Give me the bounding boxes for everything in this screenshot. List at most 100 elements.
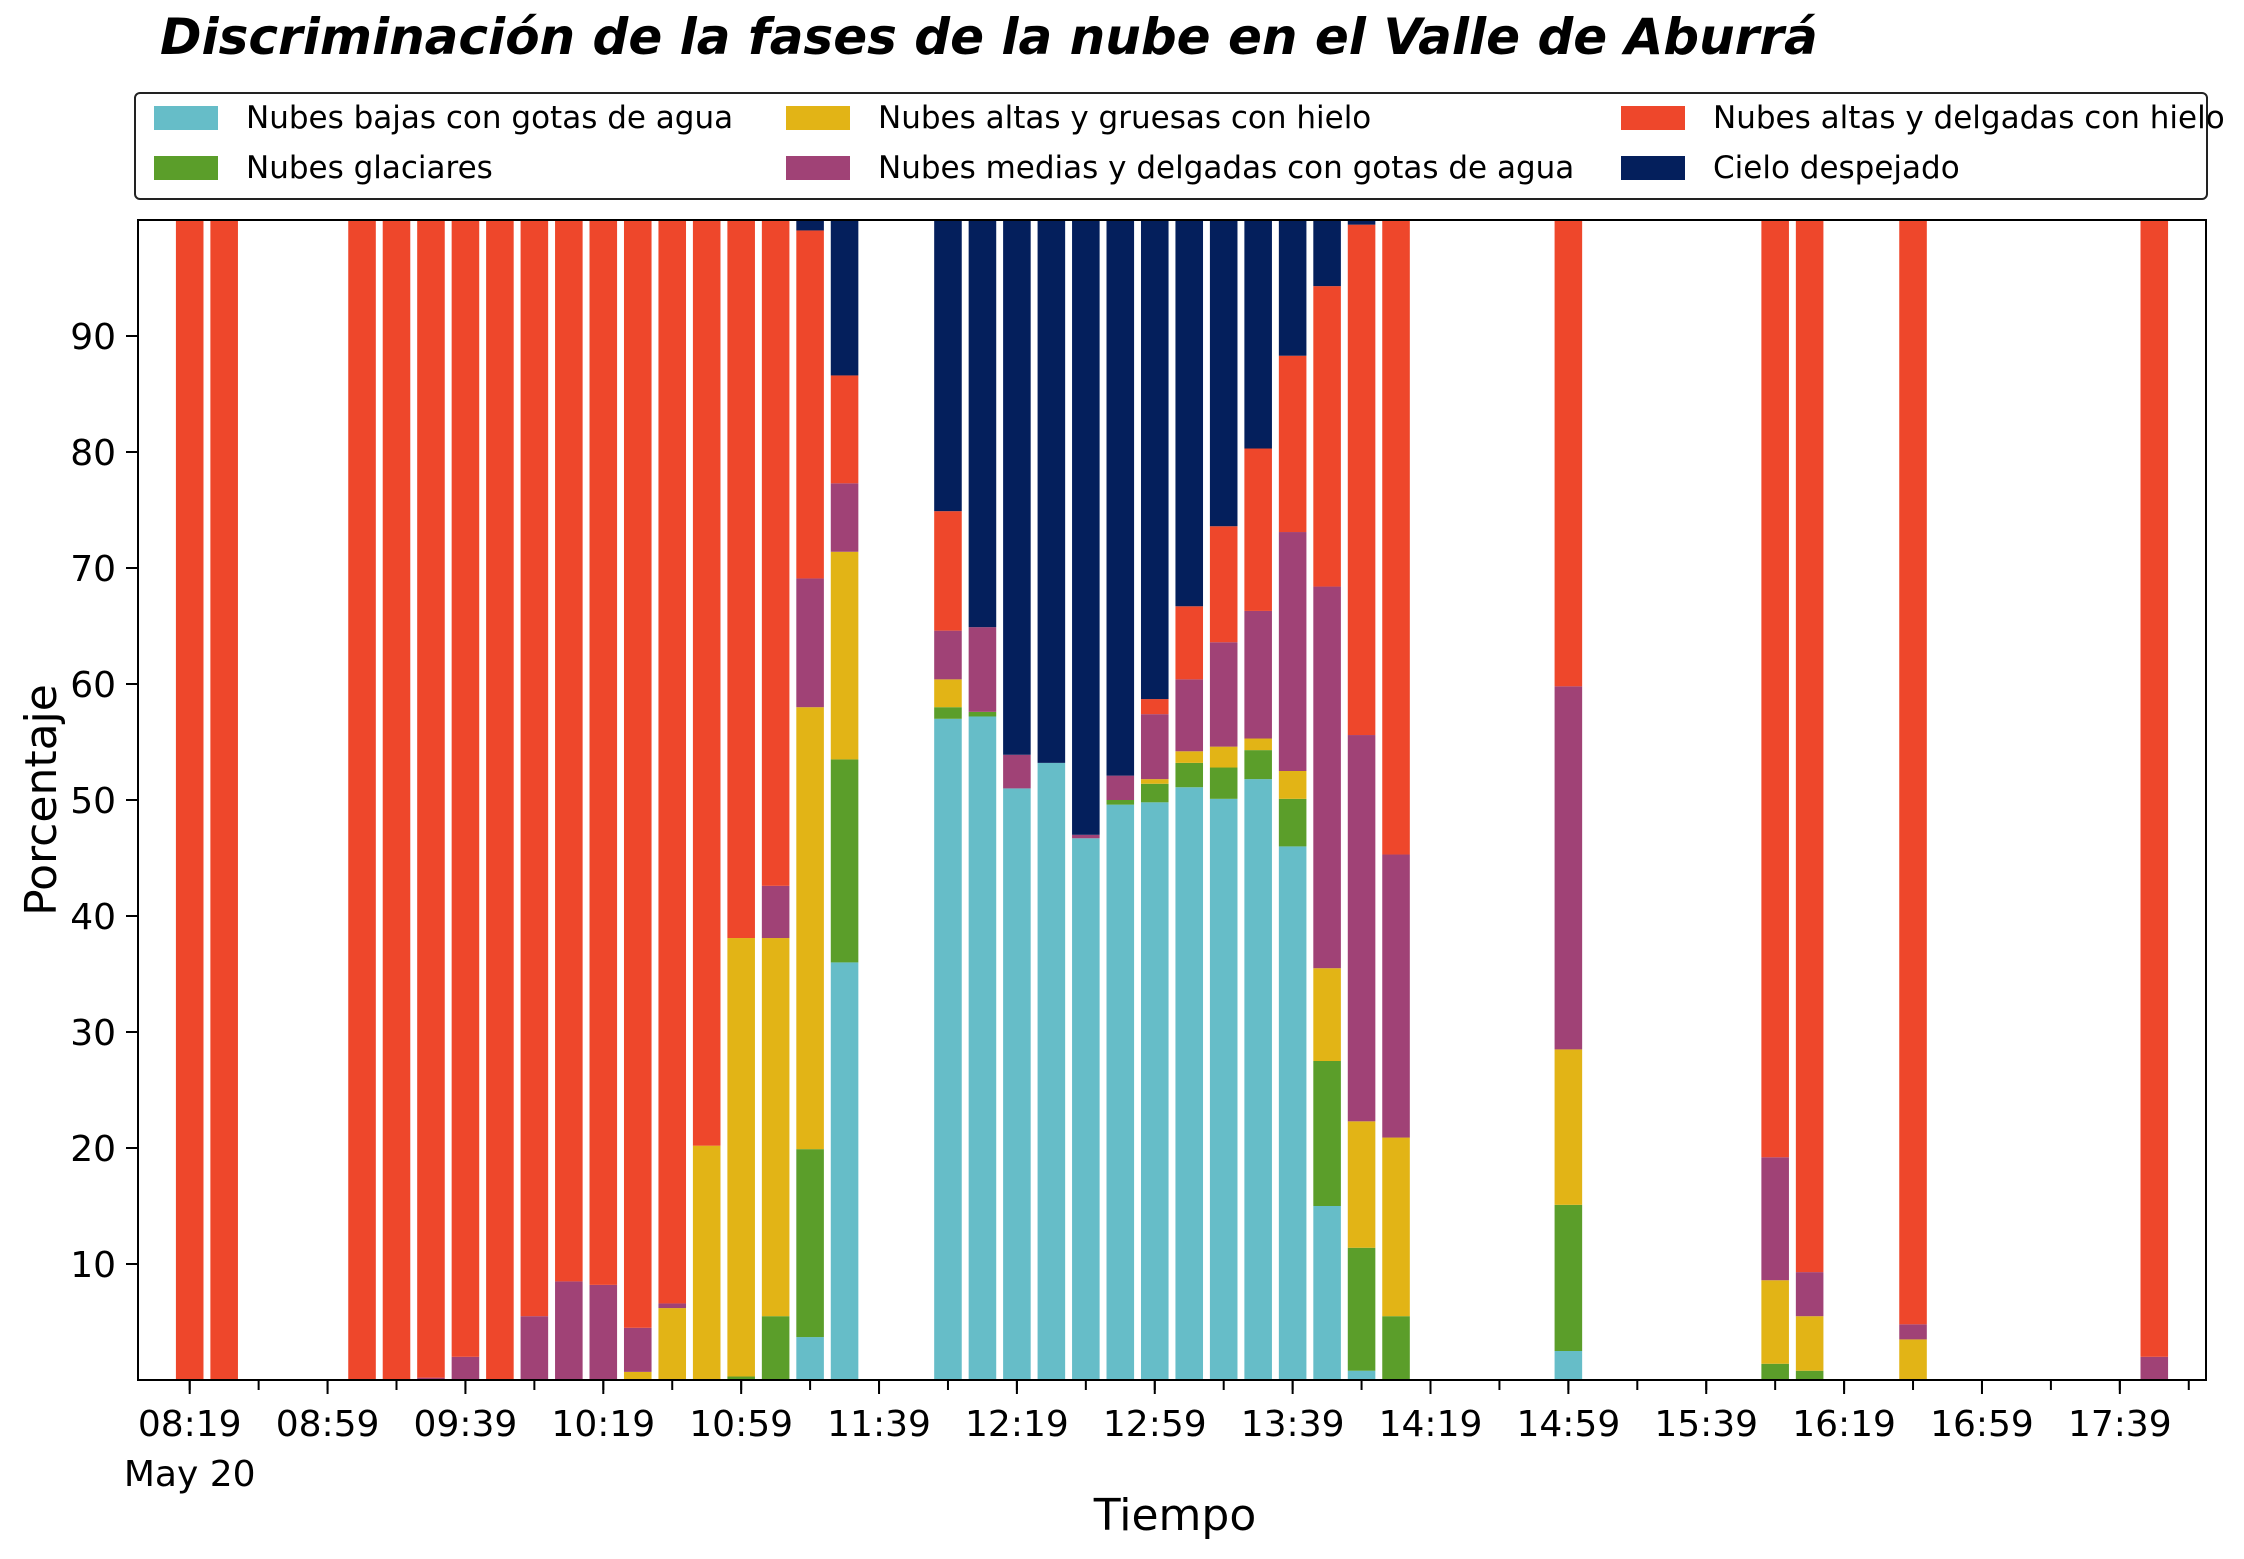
bar-segment [968, 627, 997, 712]
bar-segment [1175, 787, 1204, 1380]
bar-segment [1761, 1363, 1789, 1380]
legend: Nubes bajas con gotas de agua Nubes altas… [134, 92, 2225, 200]
bar-segment [2140, 1356, 2169, 1380]
bar-segment [1244, 738, 1272, 751]
x-tick-label: 14:59 [1516, 1404, 1620, 1445]
bar-segment [382, 220, 411, 1380]
bar-segment [1140, 220, 1169, 700]
bar-segment [727, 220, 755, 939]
x-tick-label: 16:59 [1930, 1404, 2034, 1445]
bar-segment [1175, 679, 1204, 752]
plot-frame [137, 219, 2207, 1381]
x-tick-label: 16:19 [1792, 1404, 1896, 1445]
bar-segment [1278, 771, 1307, 799]
bar-segment [727, 938, 755, 1377]
bar-segment [1072, 220, 1100, 835]
x-axis: 08:19 May 20 08:59 09:39 10:19 10:59 11:39 12:1… [124, 1380, 2190, 1495]
bar-segment [1209, 767, 1238, 799]
legend-swatch [1621, 106, 1685, 130]
bar-segment [175, 220, 204, 1380]
bar-segment [830, 962, 859, 1380]
x-tick-label: 08:19 [138, 1404, 242, 1445]
legend-swatch [154, 156, 218, 180]
legend-item: Cielo despejado [1621, 150, 1960, 186]
legend-label: Nubes bajas con gotas de agua [246, 100, 734, 136]
bar-segment [1106, 775, 1135, 800]
bar-segment [1140, 783, 1169, 803]
bar-segment [1278, 846, 1307, 1380]
bar-segment [1278, 532, 1307, 771]
bar-segment [451, 220, 480, 1357]
bar-segment [1347, 1247, 1376, 1371]
x-tick-label: 09:39 [414, 1404, 518, 1445]
bar-segment [623, 220, 652, 1328]
bar-segment [1313, 1206, 1341, 1380]
bar-segment [1554, 1204, 1583, 1351]
bar-segment [761, 885, 790, 939]
bar-segment [1003, 788, 1031, 1380]
bar-segment [796, 220, 824, 231]
y-tick-label: 80 [70, 433, 116, 474]
y-axis: 10 20 30 40 50 60 70 80 90 [70, 317, 138, 1286]
legend-label: Cielo despejado [1713, 150, 1960, 186]
bar-segment [1037, 762, 1066, 1380]
bar-segment [1761, 220, 1789, 1158]
y-tick-label: 30 [70, 1013, 116, 1054]
bar-segment [934, 220, 962, 512]
x-tick-label: 12:19 [965, 1404, 1069, 1445]
bar-segment [2140, 220, 2169, 1357]
bar-segment [968, 716, 997, 1380]
x-tick-label: 10:59 [689, 1404, 793, 1445]
bar-segment [555, 220, 583, 1282]
legend-label: Nubes medias y delgadas con gotas de agu… [878, 150, 1575, 186]
bar-segment [934, 630, 962, 680]
bar-segment [1037, 220, 1066, 763]
x-tick-label: 14:19 [1379, 1404, 1483, 1445]
bar-segment [1382, 1316, 1410, 1380]
bar-segment [1347, 224, 1376, 736]
bar-segment [1140, 699, 1169, 715]
bar-segment [1313, 286, 1341, 587]
y-axis-label: Porcentaje [16, 684, 67, 916]
bars-group [175, 220, 2169, 1380]
bar-segment [796, 1149, 824, 1338]
bar-segment [658, 220, 687, 1304]
bar-segment [210, 220, 238, 1380]
bar-segment [451, 1356, 480, 1380]
bar-segment [692, 220, 721, 1146]
y-tick-label: 50 [70, 781, 116, 822]
y-tick-label: 60 [70, 665, 116, 706]
bar-segment [761, 938, 790, 1317]
bar-segment [1209, 526, 1238, 643]
bar-segment [934, 718, 962, 1380]
legend-item: Nubes glaciares [154, 150, 493, 186]
bar-segment [1278, 798, 1307, 847]
bar-segment [1106, 220, 1135, 776]
bar-segment [1209, 746, 1238, 768]
bar-segment [1761, 1280, 1789, 1364]
bar-segment [1244, 220, 1272, 449]
bar-segment [1003, 220, 1031, 755]
y-tick-label: 10 [70, 1245, 116, 1286]
bar-segment [1106, 800, 1135, 805]
bar-segment [486, 220, 514, 1380]
x-date-label: May 20 [124, 1454, 256, 1495]
bar-segment [830, 551, 859, 760]
bar-segment [934, 679, 962, 708]
y-tick-label: 90 [70, 317, 116, 358]
legend-item: Nubes altas y delgadas con hielo [1621, 100, 2225, 136]
x-tick-label: 10:19 [551, 1404, 655, 1445]
x-tick-label: 15:39 [1654, 1404, 1758, 1445]
bar-segment [1554, 1049, 1583, 1205]
bar-segment [1554, 1351, 1583, 1380]
bar-segment [761, 1316, 790, 1380]
bar-segment [692, 1145, 721, 1380]
bar-segment [1554, 686, 1583, 1050]
bar-segment [1382, 220, 1410, 855]
bar-segment [830, 375, 859, 484]
bar-segment [1140, 802, 1169, 1380]
bar-segment [796, 230, 824, 579]
legend-swatch [1621, 156, 1685, 180]
bar-segment [589, 1284, 618, 1380]
bar-segment [968, 220, 997, 628]
